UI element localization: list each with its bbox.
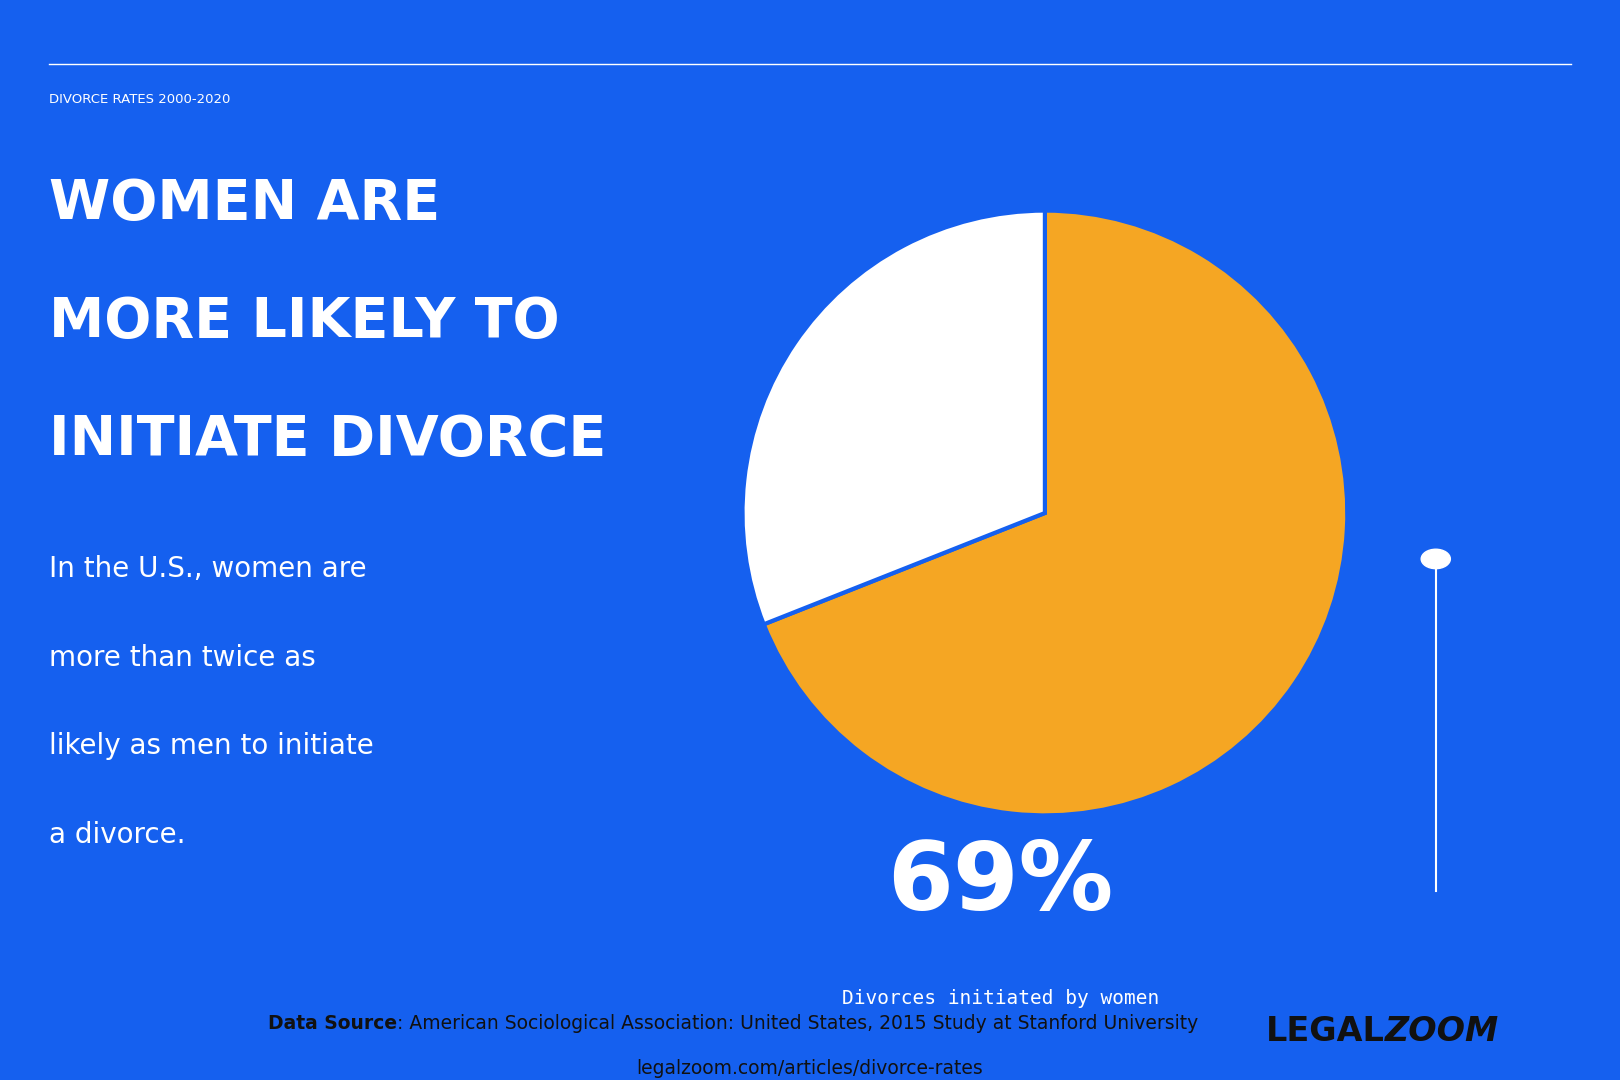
Text: legalzoom.com/articles/divorce-rates: legalzoom.com/articles/divorce-rates: [637, 1058, 983, 1078]
Wedge shape: [742, 211, 1045, 624]
Text: INITIATE DIVORCE: INITIATE DIVORCE: [49, 413, 606, 467]
Text: ZOOM: ZOOM: [1385, 1015, 1500, 1048]
Text: likely as men to initiate: likely as men to initiate: [49, 732, 373, 760]
Text: 69%: 69%: [888, 838, 1113, 930]
Text: DIVORCE RATES 2000-2020: DIVORCE RATES 2000-2020: [49, 93, 230, 106]
Wedge shape: [763, 211, 1348, 815]
Text: MORE LIKELY TO: MORE LIKELY TO: [49, 295, 559, 349]
Text: : American Sociological Association: United States, 2015 Study at Stanford Unive: : American Sociological Association: Uni…: [397, 1014, 1199, 1032]
Text: a divorce.: a divorce.: [49, 821, 185, 849]
Text: In the U.S., women are: In the U.S., women are: [49, 555, 366, 583]
Text: LEGAL: LEGAL: [1267, 1015, 1385, 1048]
Text: more than twice as: more than twice as: [49, 644, 316, 672]
Text: Data Source: Data Source: [267, 1014, 397, 1032]
Text: WOMEN ARE: WOMEN ARE: [49, 177, 441, 231]
Text: Divorces initiated by women: Divorces initiated by women: [842, 989, 1160, 1009]
